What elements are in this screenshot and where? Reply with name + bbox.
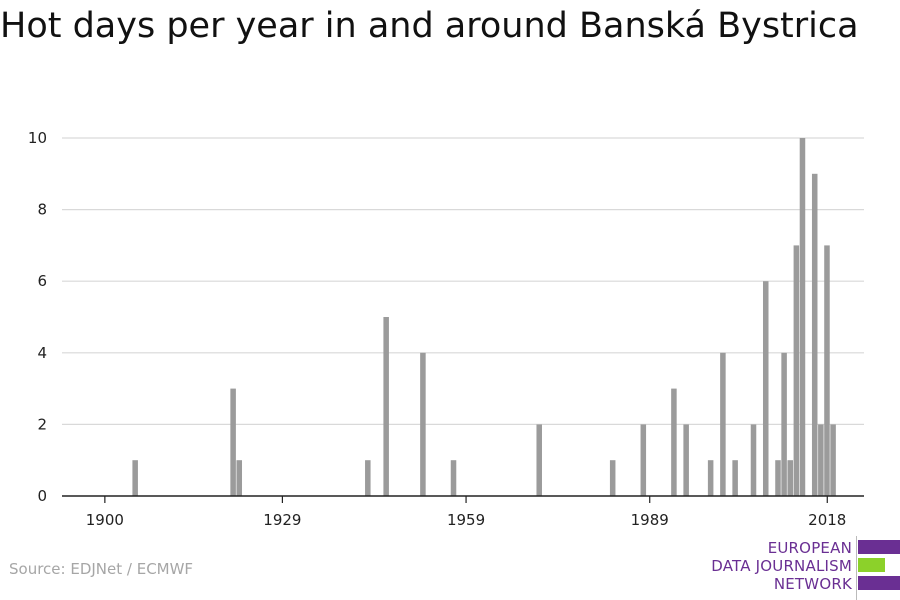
bar-2001[interactable]: [720, 352, 726, 496]
bar-1993[interactable]: [671, 388, 677, 496]
logo-line-data-journalism: DATA JOURNALISM: [711, 557, 852, 575]
bar-2012[interactable]: [787, 460, 793, 496]
bar-1952[interactable]: [420, 352, 426, 496]
bar-1995[interactable]: [683, 424, 689, 496]
bar-2008[interactable]: [762, 281, 769, 496]
bar-2003[interactable]: [732, 460, 738, 496]
chart-title: Hot days per year in and around Banská B…: [0, 6, 859, 46]
axes: [62, 495, 864, 503]
bar-2017[interactable]: [818, 424, 824, 496]
logo-line-network: NETWORK: [773, 575, 852, 593]
bar-1999[interactable]: [707, 460, 714, 496]
x-tick-label-1900: 1900: [86, 511, 124, 529]
x-tick-label-1959: 1959: [447, 511, 485, 529]
bar-1905[interactable]: [132, 460, 138, 496]
bar-2018[interactable]: [824, 245, 830, 496]
bar-2010[interactable]: [775, 460, 781, 496]
logo-bar-purple-top: [858, 540, 900, 554]
y-tick-label-4: 4: [37, 344, 47, 362]
bar-2019[interactable]: [830, 424, 836, 496]
x-tick-label-1989: 1989: [631, 511, 669, 529]
bar-2014[interactable]: [799, 138, 806, 496]
gridlines: [62, 137, 864, 425]
x-tick-label-1929: 1929: [263, 511, 301, 529]
bar-1946[interactable]: [383, 317, 389, 496]
logo-line-european: EUROPEAN: [767, 539, 852, 557]
y-tick-label-6: 6: [37, 272, 47, 290]
y-tick-label-8: 8: [37, 201, 47, 219]
y-tick-label-0: 0: [37, 487, 47, 505]
bar-1922[interactable]: [236, 460, 243, 496]
bar-1983[interactable]: [609, 460, 616, 496]
bar-2016[interactable]: [811, 173, 818, 497]
bar-1921[interactable]: [230, 388, 236, 496]
logo-divider: [856, 536, 857, 600]
bar-2006[interactable]: [750, 424, 757, 496]
edjnet-logo[interactable]: EUROPEAN DATA JOURNALISM NETWORK: [700, 536, 900, 600]
bar-1957[interactable]: [450, 460, 457, 496]
source-note: Source: EDJNet / ECMWF: [9, 560, 194, 578]
y-tick-label-2: 2: [37, 415, 47, 433]
logo-bar-purple-bottom: [858, 576, 900, 590]
x-tick-label-2018: 2018: [808, 511, 846, 529]
bar-2011[interactable]: [781, 352, 787, 496]
bar-1988[interactable]: [640, 424, 647, 496]
logo-bar-green: [858, 558, 885, 572]
tick-labels: 0 2 4 6 8 10 1900 1929 1959 1989 2018: [28, 129, 846, 529]
y-tick-label-10: 10: [28, 129, 47, 147]
bar-2013[interactable]: [793, 245, 800, 496]
bar-1943[interactable]: [365, 460, 371, 496]
bar-1971[interactable]: [536, 424, 542, 496]
bars: [132, 138, 836, 497]
